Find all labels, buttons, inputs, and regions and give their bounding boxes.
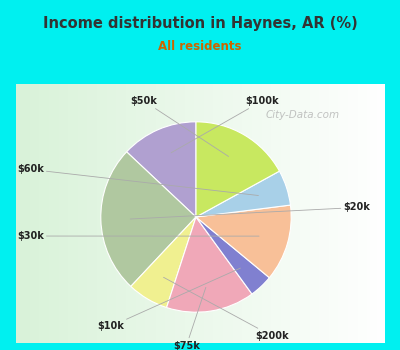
Text: City-Data.com: City-Data.com (266, 110, 340, 120)
Text: $75k: $75k (173, 287, 206, 350)
Wedge shape (127, 122, 196, 217)
Text: All residents: All residents (158, 40, 242, 53)
Text: Income distribution in Haynes, AR (%): Income distribution in Haynes, AR (%) (43, 16, 357, 31)
Text: $200k: $200k (164, 277, 289, 341)
Text: $60k: $60k (17, 164, 258, 196)
Text: $50k: $50k (130, 96, 228, 156)
Text: $20k: $20k (130, 203, 370, 219)
Wedge shape (196, 217, 269, 294)
Wedge shape (166, 217, 252, 312)
Text: $10k: $10k (97, 268, 240, 331)
Wedge shape (196, 122, 280, 217)
Text: $30k: $30k (17, 231, 259, 241)
Text: $100k: $100k (171, 96, 279, 153)
Wedge shape (196, 205, 291, 278)
Wedge shape (131, 217, 196, 308)
Wedge shape (196, 171, 290, 217)
Wedge shape (101, 152, 196, 286)
